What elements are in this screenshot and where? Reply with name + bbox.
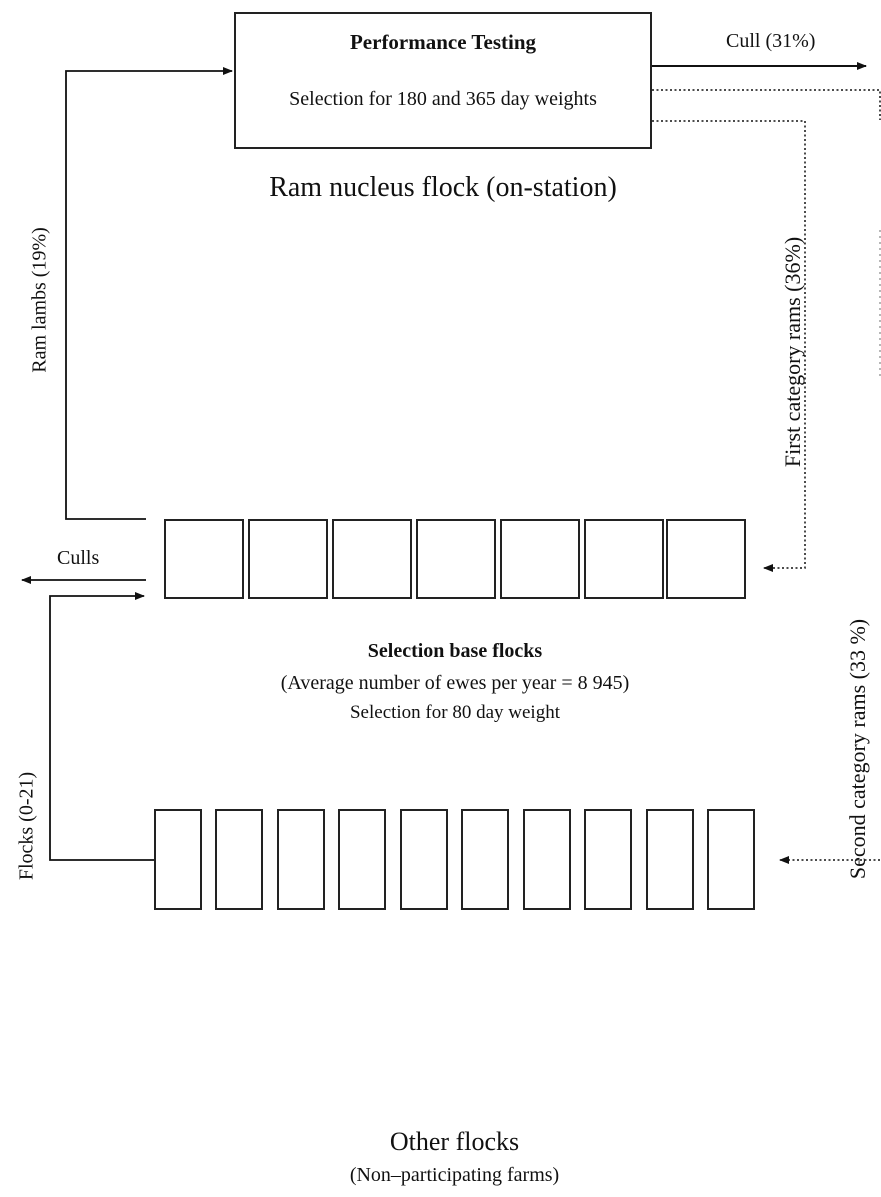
cull-label: Cull (31%) bbox=[726, 30, 816, 52]
other-flock bbox=[400, 809, 448, 910]
performance-testing-title: Performance Testing bbox=[349, 30, 537, 54]
culls-label: Culls bbox=[57, 547, 100, 569]
other-flock bbox=[338, 809, 386, 910]
selection-base-criterion: Selection for 80 day weight bbox=[349, 702, 560, 723]
other-flocks-subtitle: (Non–participating farms) bbox=[349, 1164, 560, 1186]
selection-base-flock bbox=[500, 519, 580, 599]
selection-base-flock bbox=[584, 519, 664, 599]
performance-testing-subtitle: Selection for 180 and 365 day weights bbox=[289, 88, 597, 110]
first-category-arrow bbox=[652, 120, 806, 572]
other-flock bbox=[584, 809, 632, 910]
first-category-label: First category rams (36%) bbox=[780, 236, 805, 468]
selection-base-flock bbox=[332, 519, 412, 599]
other-flock bbox=[646, 809, 694, 910]
selection-base-flock bbox=[416, 519, 496, 599]
selection-base-flock bbox=[248, 519, 328, 599]
flocks-label: Flocks (0-21) bbox=[15, 771, 38, 881]
performance-testing-box: Performance Testing Selection for 180 an… bbox=[234, 12, 652, 149]
other-flock bbox=[154, 809, 202, 910]
other-flock bbox=[523, 809, 571, 910]
other-flock bbox=[461, 809, 509, 910]
other-flock bbox=[707, 809, 755, 910]
ram-nucleus-caption: Ram nucleus flock (on-station) bbox=[269, 172, 617, 203]
selection-base-average: (Average number of ewes per year = 8 945… bbox=[280, 672, 630, 694]
flocks-arrow bbox=[49, 592, 154, 861]
selection-base-title: Selection base flocks bbox=[367, 640, 543, 662]
other-flocks-title: Other flocks bbox=[389, 1127, 520, 1156]
second-category-line bbox=[652, 89, 881, 120]
ram-lambs-arrow bbox=[65, 67, 233, 520]
selection-base-flock bbox=[666, 519, 746, 599]
ram-lambs-label: Ram lambs (19%) bbox=[28, 227, 51, 373]
other-flock bbox=[215, 809, 263, 910]
other-flock bbox=[277, 809, 325, 910]
second-category-label: Second category rams (33 %) bbox=[845, 618, 870, 880]
selection-base-flock bbox=[164, 519, 244, 599]
